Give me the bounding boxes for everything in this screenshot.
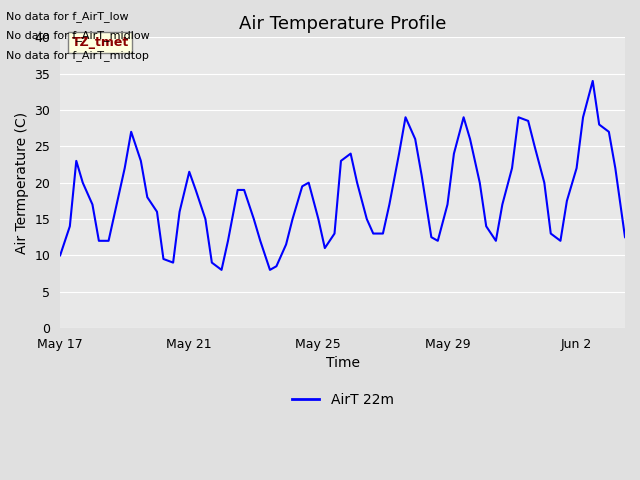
Legend: AirT 22m: AirT 22m xyxy=(286,387,399,412)
Text: No data for f_AirT_midtop: No data for f_AirT_midtop xyxy=(6,49,149,60)
Text: TZ_tmet: TZ_tmet xyxy=(72,36,129,49)
Title: Air Temperature Profile: Air Temperature Profile xyxy=(239,15,446,33)
Y-axis label: Air Termperature (C): Air Termperature (C) xyxy=(15,112,29,254)
Text: No data for f_AirT_midlow: No data for f_AirT_midlow xyxy=(6,30,150,41)
X-axis label: Time: Time xyxy=(326,356,360,370)
Text: No data for f_AirT_low: No data for f_AirT_low xyxy=(6,11,129,22)
